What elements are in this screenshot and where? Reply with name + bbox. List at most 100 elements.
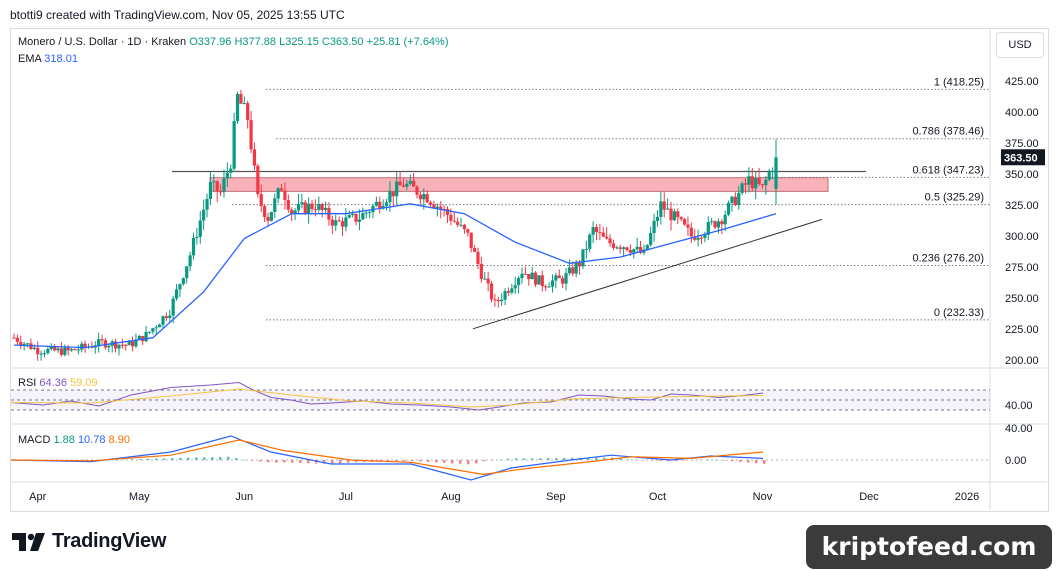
candle-body: [235, 93, 240, 122]
candle-body: [544, 286, 548, 288]
macd-histogram-bar: [555, 458, 558, 460]
currency-button[interactable]: USD: [996, 32, 1044, 58]
macd-histogram-bar: [731, 460, 734, 462]
last-price-tag: [1001, 149, 1045, 166]
candle-body: [205, 198, 209, 210]
candle-body: [161, 316, 165, 325]
macd-histogram-bar: [419, 460, 422, 462]
rsi-ma-value: 59.09: [70, 377, 98, 389]
candle-body: [229, 168, 233, 173]
macd-histogram-bar: [451, 460, 454, 464]
candle-body: [246, 103, 250, 121]
macd-histogram-bar: [395, 460, 398, 462]
candle-body: [256, 165, 260, 195]
candle-body: [351, 213, 355, 216]
macd-histogram-bar: [291, 460, 294, 463]
candle-body: [337, 220, 341, 222]
macd-histogram-bar: [507, 458, 510, 460]
candle-body: [757, 178, 761, 185]
candle-body: [537, 275, 541, 285]
candle-body: [293, 210, 297, 214]
candle-body: [239, 93, 243, 104]
price-tick-label: 300.00: [1005, 231, 1039, 243]
candle-body: [259, 194, 263, 207]
candle-body: [567, 267, 572, 274]
candle-body: [39, 353, 43, 355]
candle-body: [144, 332, 148, 342]
candle-body: [391, 191, 395, 197]
candle-body: [594, 227, 599, 233]
macd-histogram-bar: [651, 460, 654, 461]
candle-body: [401, 185, 406, 187]
candle-body: [212, 181, 216, 183]
candle-body: [374, 201, 378, 206]
candle-body: [689, 227, 693, 237]
candle-body: [134, 339, 138, 347]
candle-body: [733, 196, 737, 206]
candle-body: [486, 278, 490, 284]
candle-body: [354, 213, 358, 222]
x-tick-label: 2026: [955, 491, 979, 503]
candle-body: [517, 278, 521, 286]
candle-body: [662, 201, 666, 210]
candle-body: [581, 249, 585, 267]
candle-body: [598, 232, 602, 234]
macd-histogram-bar: [131, 459, 134, 460]
ema-line: [13, 203, 777, 349]
candle-body: [496, 299, 500, 302]
candle-body: [638, 246, 643, 253]
candle-body: [42, 353, 47, 355]
macd-histogram-bar: [563, 457, 566, 460]
candle-body: [476, 251, 480, 264]
macd-hist-value: 8.90: [108, 434, 130, 446]
macd-histogram-bar: [539, 458, 542, 460]
candle-body: [340, 221, 345, 227]
rsi-value: 64.36: [39, 377, 67, 389]
candle-body: [100, 339, 104, 341]
candle-body: [252, 149, 257, 166]
macd-histogram-bar: [147, 458, 150, 460]
candle-body: [625, 247, 629, 251]
macd-tick-label: 40.00: [1005, 423, 1033, 435]
macd-histogram-bar: [467, 460, 470, 465]
candle-body: [550, 280, 555, 287]
symbol-legend: Monero / U.S. Dollar · 1D · Kraken O337.…: [18, 36, 449, 48]
macd-histogram-bar: [139, 459, 142, 460]
macd-histogram-bar: [155, 458, 158, 460]
rsi-ma-line: [10, 388, 764, 408]
macd-histogram-bar: [627, 459, 630, 461]
candle-body: [682, 219, 687, 225]
candle-body: [330, 219, 334, 226]
candle-body: [764, 179, 768, 186]
candle-body: [249, 120, 253, 150]
candle-body: [313, 209, 318, 211]
macd-histogram-bar: [587, 457, 590, 460]
macd-histogram-bar: [307, 460, 310, 464]
macd-histogram-bar: [267, 460, 270, 463]
price-tick-label: 275.00: [1005, 262, 1039, 274]
candle-body: [225, 172, 229, 179]
price-tick-label: 225.00: [1005, 324, 1039, 336]
rsi-line: [10, 381, 764, 411]
macd-histogram-bar: [763, 460, 766, 464]
candle-body: [191, 238, 196, 256]
macd-line: [10, 435, 764, 481]
ema-legend: EMA 318.01: [18, 53, 78, 65]
candle-body: [49, 346, 53, 349]
candle-body: [666, 208, 670, 210]
candle-body: [137, 336, 141, 340]
macd-histogram-bar: [427, 460, 430, 462]
macd-histogram-bar: [355, 460, 358, 463]
candle-body: [669, 208, 673, 221]
macd-histogram-bar: [171, 458, 174, 460]
candle-body: [439, 206, 443, 209]
candle-body: [276, 188, 280, 199]
candle-body: [185, 266, 189, 279]
candle-body: [279, 188, 284, 191]
candle-body: [703, 234, 707, 238]
fib-level-label: 0.236 (276.20): [912, 253, 984, 265]
macd-histogram-bar: [347, 460, 350, 463]
x-tick-label: Jul: [339, 491, 353, 503]
candle-body: [608, 238, 612, 244]
